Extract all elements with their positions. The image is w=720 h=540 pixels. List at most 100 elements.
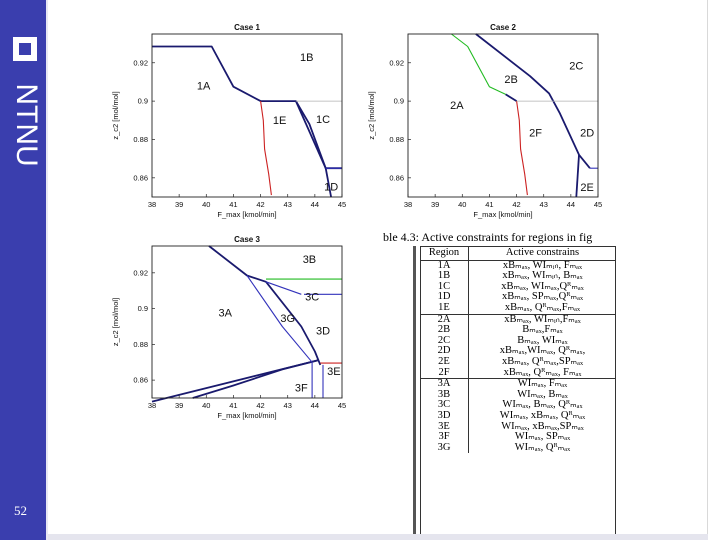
table-row: 2F xBₘₐₓ, Qᴿₘₐₓ, Fₘₐₓ <box>420 366 616 379</box>
x-tick-label: 43 <box>540 200 548 209</box>
x-tick-label: 39 <box>175 200 183 209</box>
plot-frame <box>151 33 343 198</box>
y-axis-label: z_c2 [mol/mol] <box>111 298 120 346</box>
region-label: 3B <box>303 254 316 266</box>
region-label: 1A <box>197 81 211 93</box>
constraints-cell: WIₘₐₓ, Qᴿₘₐₓ <box>514 441 571 453</box>
series-line <box>575 154 580 198</box>
header-constraints: Active constrains <box>468 246 616 261</box>
x-tick-label: 39 <box>431 200 439 209</box>
table-row: 2A xBₘₐₓ, WIₘᵢₙ,Fₘₐₓ <box>420 313 616 326</box>
x-tick-label: 38 <box>404 200 412 209</box>
x-tick-label: 44 <box>311 401 319 410</box>
region-label: 3A <box>219 308 233 320</box>
region-label: 3E <box>327 366 340 378</box>
chart-title: Case 1 <box>234 23 260 32</box>
region-cell: 2E <box>420 356 469 368</box>
x-tick-label: 45 <box>594 200 602 209</box>
constraints-cell: xBₘₐₓ, Qᴿₘₐₓ,Fₘₐₓ <box>504 301 581 313</box>
chart-title: Case 3 <box>234 235 260 244</box>
table-row: 1A xBₘₐₓ, WIₘᵢₙ, Fₘₐₓ <box>420 259 616 272</box>
plot-frame <box>407 33 599 198</box>
x-tick-label: 42 <box>256 200 264 209</box>
table-row: 1D xBₘₐₓ, SPₘₐₓ,Qᴿₘₐₓ <box>420 292 616 303</box>
table-row: 3B WIₘₐₓ, Bₘₐₓ <box>420 388 616 401</box>
table-row: 3F WIₘₐₓ, SPₘₐₓ <box>420 431 616 443</box>
series-line <box>324 168 332 198</box>
table-row: 3C WIₘₐₓ, Bₘₐₓ, Qᴿₘₐₓ <box>420 400 616 411</box>
constraints-cell: xBₘₐₓ, Qᴿₘₐₓ,SPₘₐₓ <box>501 355 584 367</box>
y-tick-label: 0.9 <box>394 97 404 106</box>
x-tick-label: 40 <box>458 200 466 209</box>
series-line <box>295 100 327 169</box>
region-cell: 2D <box>420 346 469 357</box>
sidebar-edge <box>46 0 48 540</box>
table-body: 1A xBₘₐₓ, WIₘᵢₙ, Fₘₐₓ 1B xBₘₐₓ, WIₘᵢₙ, Bₘₐₓ… <box>420 259 616 454</box>
constraints-cell: WIₘₐₓ, Bₘₐₓ <box>517 388 568 400</box>
region-label: 1C <box>316 114 330 126</box>
region-label: 2A <box>450 100 464 112</box>
x-tick-label: 43 <box>284 401 292 410</box>
table-caption: ble 4.3: Active constraints for regions … <box>383 230 593 244</box>
constraints-table: Region Active constrains 1A xBₘₐₓ, WIₘᵢₙ,… <box>420 246 616 454</box>
constraints-table-section: ble 4.3: Active constraints for regions … <box>383 230 631 538</box>
series-line <box>505 93 518 102</box>
y-tick-label: 0.92 <box>389 58 404 67</box>
x-axis-label: F_max [kmol/min] <box>217 210 276 219</box>
region-label: 2D <box>580 128 594 140</box>
table-row: 3A WIₘₐₓ, Fₘₐₓ <box>420 378 616 390</box>
region-label: 1B <box>300 52 313 64</box>
x-tick-label: 44 <box>311 200 319 209</box>
constraints-cell: WIₘₐₓ, Fₘₐₓ <box>468 378 616 390</box>
y-axis-label: z_c2 [mol/mol] <box>367 91 376 139</box>
y-tick-label: 0.92 <box>133 58 148 67</box>
y-tick-label: 0.86 <box>133 376 148 385</box>
region-label: 3C <box>305 292 319 304</box>
x-tick-label: 45 <box>338 401 346 410</box>
constraints-cell: WIₘₐₓ, xBₘₐₓ,SPₘₐₓ <box>501 420 584 432</box>
region-cell: 1D <box>420 292 469 303</box>
sidebar: NTNU 52 <box>0 0 48 540</box>
region-cell: 3A <box>420 378 469 390</box>
region-label: 2F <box>529 128 542 140</box>
table-row: 2E xBₘₐₓ, Qᴿₘₐₓ,SPₘₐₓ <box>420 355 616 368</box>
x-tick-label: 41 <box>229 200 237 209</box>
table-row: 3G WIₘₐₓ, Qᴿₘₐₓ <box>420 441 616 454</box>
region-cell: 2F <box>420 367 469 379</box>
x-tick-label: 42 <box>512 200 520 209</box>
region-cell: 3C <box>420 400 469 411</box>
header-region: Region <box>420 246 469 261</box>
region-cell: 3D <box>420 410 469 422</box>
region-cell: 3F <box>420 431 469 443</box>
constraints-cell: xBₘₐₓ, Qᴿₘₐₓ, Fₘₐₓ <box>503 366 582 378</box>
x-tick-label: 41 <box>485 200 493 209</box>
x-axis-label: F_max [kmol/min] <box>473 210 532 219</box>
region-cell: 2C <box>420 335 469 347</box>
ntnu-logo-icon <box>13 37 37 61</box>
region-label: 2E <box>580 182 593 194</box>
table-row: 2D xBₘₐₓ,WIₘₐₓ, Qᴿₘₐₓ, <box>420 346 616 357</box>
table-row: 2C Bₘₐₓ, WIₘₐₓ <box>420 334 616 347</box>
region-cell: 1B <box>420 271 469 282</box>
y-tick-label: 0.88 <box>133 135 148 144</box>
svg-text:NTNU: NTNU <box>10 83 42 166</box>
constraints-cell: xBₘₐₓ, WIₘᵢₙ, Bₘₐₓ <box>502 270 583 282</box>
x-tick-label: 45 <box>338 200 346 209</box>
bottom-bar <box>48 534 708 540</box>
table-row: 2B Bₘₐₓ,Fₘₐₓ <box>420 325 616 336</box>
series-line <box>152 45 342 170</box>
x-tick-label: 43 <box>284 200 292 209</box>
constraints-cell: Bₘₐₓ,Fₘₐₓ <box>522 324 563 336</box>
region-cell: 3E <box>420 421 469 433</box>
series-line <box>151 359 318 403</box>
x-tick-label: 41 <box>229 401 237 410</box>
constraints-cell: xBₘₐₓ, WIₘᵢₙ, Fₘₐₓ <box>502 259 583 271</box>
right-edge-line <box>707 0 708 540</box>
y-tick-label: 0.92 <box>133 268 148 277</box>
x-tick-label: 38 <box>148 401 156 410</box>
region-cell: 2B <box>420 325 469 336</box>
region-label: 3G <box>280 313 295 325</box>
constraints-cell: Bₘₐₓ, WIₘₐₓ <box>517 334 568 346</box>
x-tick-label: 40 <box>202 200 210 209</box>
chart-title: Case 2 <box>490 23 516 32</box>
